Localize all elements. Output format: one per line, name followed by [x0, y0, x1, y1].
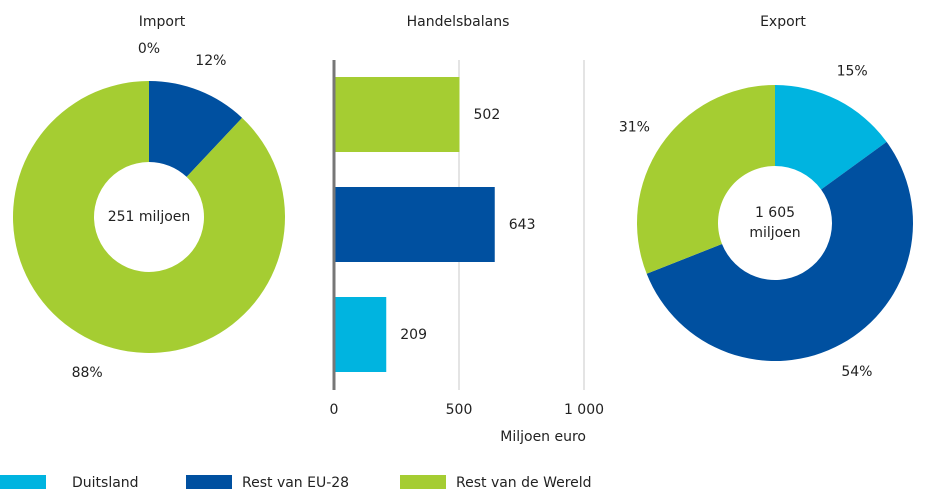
bar [334, 187, 495, 262]
pie-slice [646, 141, 914, 362]
data-label: 502 [474, 107, 501, 123]
data-label: 88% [72, 365, 103, 381]
legend-swatch [186, 475, 232, 489]
legend-label: Rest van de Wereld [456, 475, 592, 490]
chart-title: Handelsbalans [407, 14, 510, 30]
x-tick-label: 500 [446, 402, 473, 418]
center-label: 1 605 [755, 205, 795, 221]
data-label: 0% [138, 41, 160, 57]
legend-label: Duitsland [72, 475, 139, 490]
data-label: 209 [400, 327, 427, 343]
data-label: 15% [837, 64, 868, 80]
legend-swatch [400, 475, 446, 489]
data-label: 54% [841, 364, 872, 380]
chart-title: Export [760, 14, 806, 30]
x-tick-label: 0 [330, 402, 339, 418]
pie-slice [775, 85, 887, 190]
data-label: 643 [509, 217, 536, 233]
data-label: 12% [195, 53, 226, 69]
pie-slice [637, 85, 775, 274]
chart-title: Import [139, 14, 186, 30]
x-tick-label: 1 000 [564, 402, 604, 418]
center-label: miljoen [749, 225, 800, 241]
legend-swatch [0, 475, 46, 489]
data-label: 31% [619, 119, 650, 135]
pie-slice [149, 81, 243, 177]
bar [334, 77, 460, 152]
center-label: 251 miljoen [108, 209, 191, 225]
x-axis-title: Miljoen euro [500, 429, 586, 445]
legend-label: Rest van EU-28 [242, 475, 349, 490]
pie-slice [12, 81, 285, 353]
bar [334, 297, 387, 372]
